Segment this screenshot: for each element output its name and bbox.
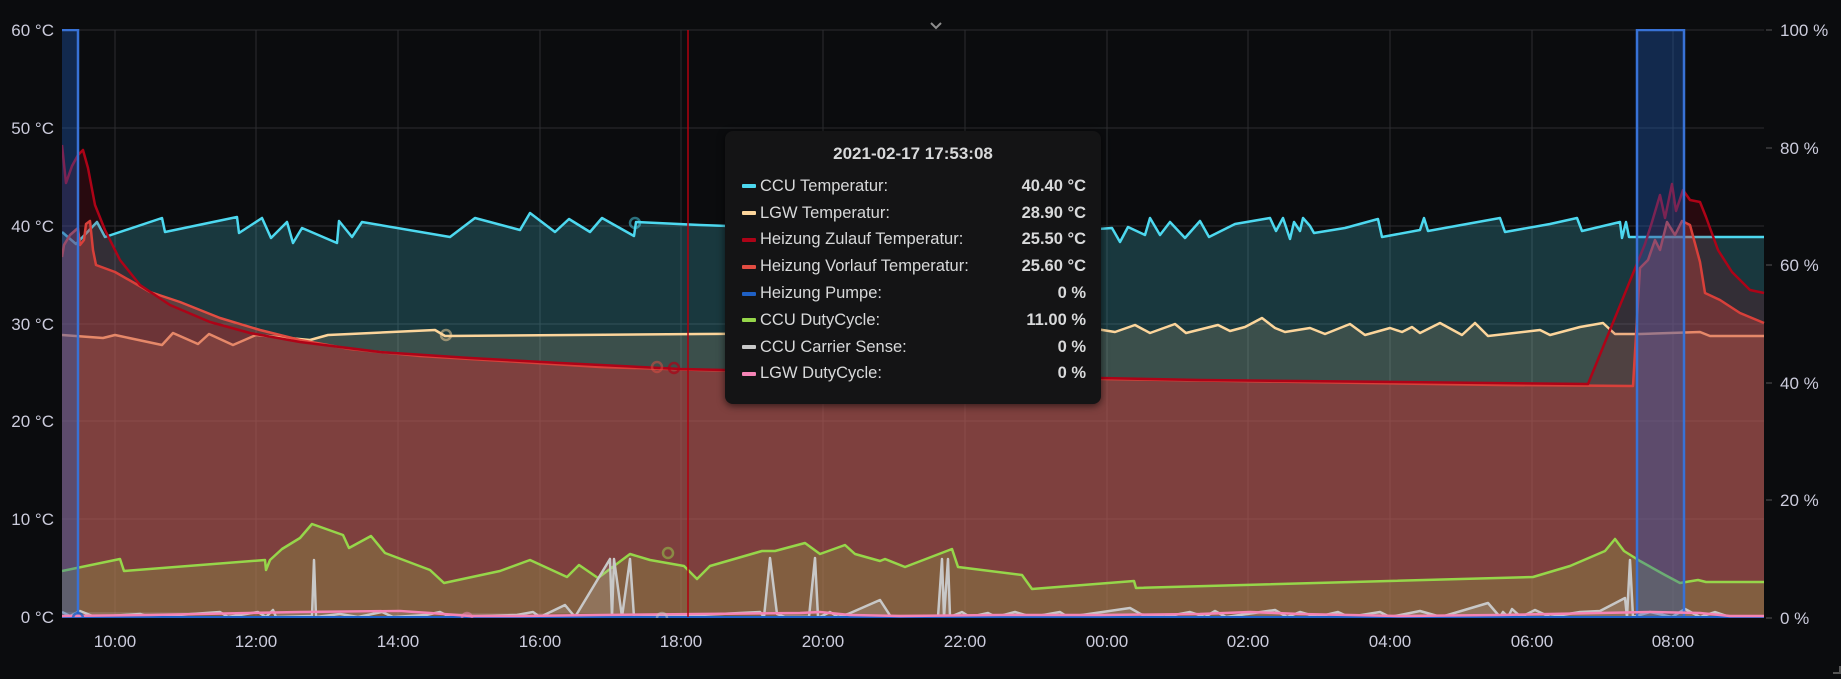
x-axis-tick: 20:00 xyxy=(802,632,845,651)
hover-markers xyxy=(71,216,681,618)
left-axis-tick: 10 °C xyxy=(11,510,54,529)
series-ccu-dutycycle xyxy=(62,522,1764,617)
legend-swatch-icon xyxy=(742,371,756,376)
tooltip-label: Heizung Zulauf Temperatur: xyxy=(760,230,964,249)
hover-tooltip: 2021-02-17 17:53:08 CCU Temperatur: 40.4… xyxy=(725,131,1101,404)
left-axis-tick: 30 °C xyxy=(11,315,54,334)
tooltip-row-heizung-zulauf: Heizung Zulauf Temperatur: 25.50 °C xyxy=(725,227,1101,254)
tooltip-label: CCU Carrier Sense: xyxy=(760,337,907,356)
legend-swatch-icon xyxy=(742,318,756,323)
tooltip-value: 25.50 °C xyxy=(1021,230,1086,249)
series-heizung-vorlauf-temperatur xyxy=(62,219,1765,617)
tooltip-rows: CCU Temperatur: 40.40 °C LGW Temperatur:… xyxy=(725,173,1101,387)
tooltip-label: Heizung Vorlauf Temperatur: xyxy=(760,257,969,276)
x-axis-tick: 10:00 xyxy=(94,632,137,651)
x-axis-tick: 22:00 xyxy=(944,632,987,651)
x-axis-tick: 04:00 xyxy=(1369,632,1412,651)
left-axis: 60 °C 50 °C 40 °C 30 °C 20 °C 10 °C 0 °C xyxy=(11,21,54,627)
right-axis-tick: 20 % xyxy=(1780,491,1819,510)
x-axis-tick: 06:00 xyxy=(1511,632,1554,651)
series-lgw-dutycycle xyxy=(62,609,1764,618)
right-axis-tick: 80 % xyxy=(1780,139,1819,158)
left-axis-tick: 50 °C xyxy=(11,119,54,138)
legend-swatch-icon xyxy=(742,345,756,350)
tooltip-row-ccu-carrier-sense: CCU Carrier Sense: 0 % xyxy=(725,334,1101,361)
right-axis-tick: 100 % xyxy=(1780,21,1828,40)
chevron-down-icon[interactable] xyxy=(929,18,943,30)
tooltip-row-lgw-dutycycle: LGW DutyCycle: 0 % xyxy=(725,361,1101,388)
tooltip-row-heizung-vorlauf: Heizung Vorlauf Temperatur: 25.60 °C xyxy=(725,253,1101,280)
x-axis-tick: 00:00 xyxy=(1086,632,1129,651)
legend-swatch-icon xyxy=(742,291,756,296)
tooltip-row-ccu-temperatur: CCU Temperatur: 40.40 °C xyxy=(725,173,1101,200)
series-ccu-temperatur xyxy=(62,211,1764,617)
legend-swatch-icon xyxy=(742,211,756,216)
tooltip-value: 11.00 % xyxy=(1026,310,1086,329)
x-axis: 10:00 12:00 14:00 16:00 18:00 20:00 22:0… xyxy=(94,632,1695,651)
x-axis-tick: 18:00 xyxy=(660,632,703,651)
legend-swatch-icon xyxy=(742,237,756,242)
x-axis-tick: 12:00 xyxy=(235,632,278,651)
left-axis-tick: 0 °C xyxy=(21,608,54,627)
tooltip-value: 0 % xyxy=(1057,337,1086,356)
tooltip-value: 0 % xyxy=(1057,284,1086,303)
legend-swatch-icon xyxy=(742,184,756,189)
tooltip-row-lgw-temperatur: LGW Temperatur: 28.90 °C xyxy=(725,200,1101,227)
series-ccu-carrier-sense xyxy=(62,556,1764,618)
tooltip-label: CCU Temperatur: xyxy=(760,176,889,195)
tooltip-value: 40.40 °C xyxy=(1021,176,1086,195)
legend-swatch-icon xyxy=(742,264,756,269)
series-heizung-pumpe xyxy=(62,29,1764,618)
tooltip-row-heizung-pumpe: Heizung Pumpe: 0 % xyxy=(725,280,1101,307)
tooltip-label: LGW DutyCycle: xyxy=(760,364,882,383)
left-axis-tick: 40 °C xyxy=(11,217,54,236)
right-axis-tick: 40 % xyxy=(1780,374,1819,393)
left-axis-tick: 60 °C xyxy=(11,21,54,40)
x-axis-tick: 08:00 xyxy=(1652,632,1695,651)
x-axis-tick: 02:00 xyxy=(1227,632,1270,651)
tooltip-row-ccu-dutycycle: CCU DutyCycle: 11.00 % xyxy=(725,307,1101,334)
right-axis-tick: 0 % xyxy=(1780,609,1809,628)
tooltip-value: 25.60 °C xyxy=(1021,257,1086,276)
right-axis-ticks xyxy=(1766,29,1772,619)
tooltip-value: 28.90 °C xyxy=(1021,203,1086,222)
tooltip-label: Heizung Pumpe: xyxy=(760,284,882,303)
x-axis-tick: 14:00 xyxy=(377,632,420,651)
tooltip-label: LGW Temperatur: xyxy=(760,203,890,222)
resize-corner-icon[interactable] xyxy=(1832,661,1841,674)
left-axis-tick: 20 °C xyxy=(11,412,54,431)
tooltip-value: 0 % xyxy=(1057,364,1086,383)
tooltip-label: CCU DutyCycle: xyxy=(760,310,881,329)
right-axis-tick: 60 % xyxy=(1780,256,1819,275)
x-axis-tick: 16:00 xyxy=(519,632,562,651)
right-axis: 100 % 80 % 60 % 40 % 20 % 0 % xyxy=(1780,21,1828,628)
tooltip-title: 2021-02-17 17:53:08 xyxy=(833,144,993,163)
